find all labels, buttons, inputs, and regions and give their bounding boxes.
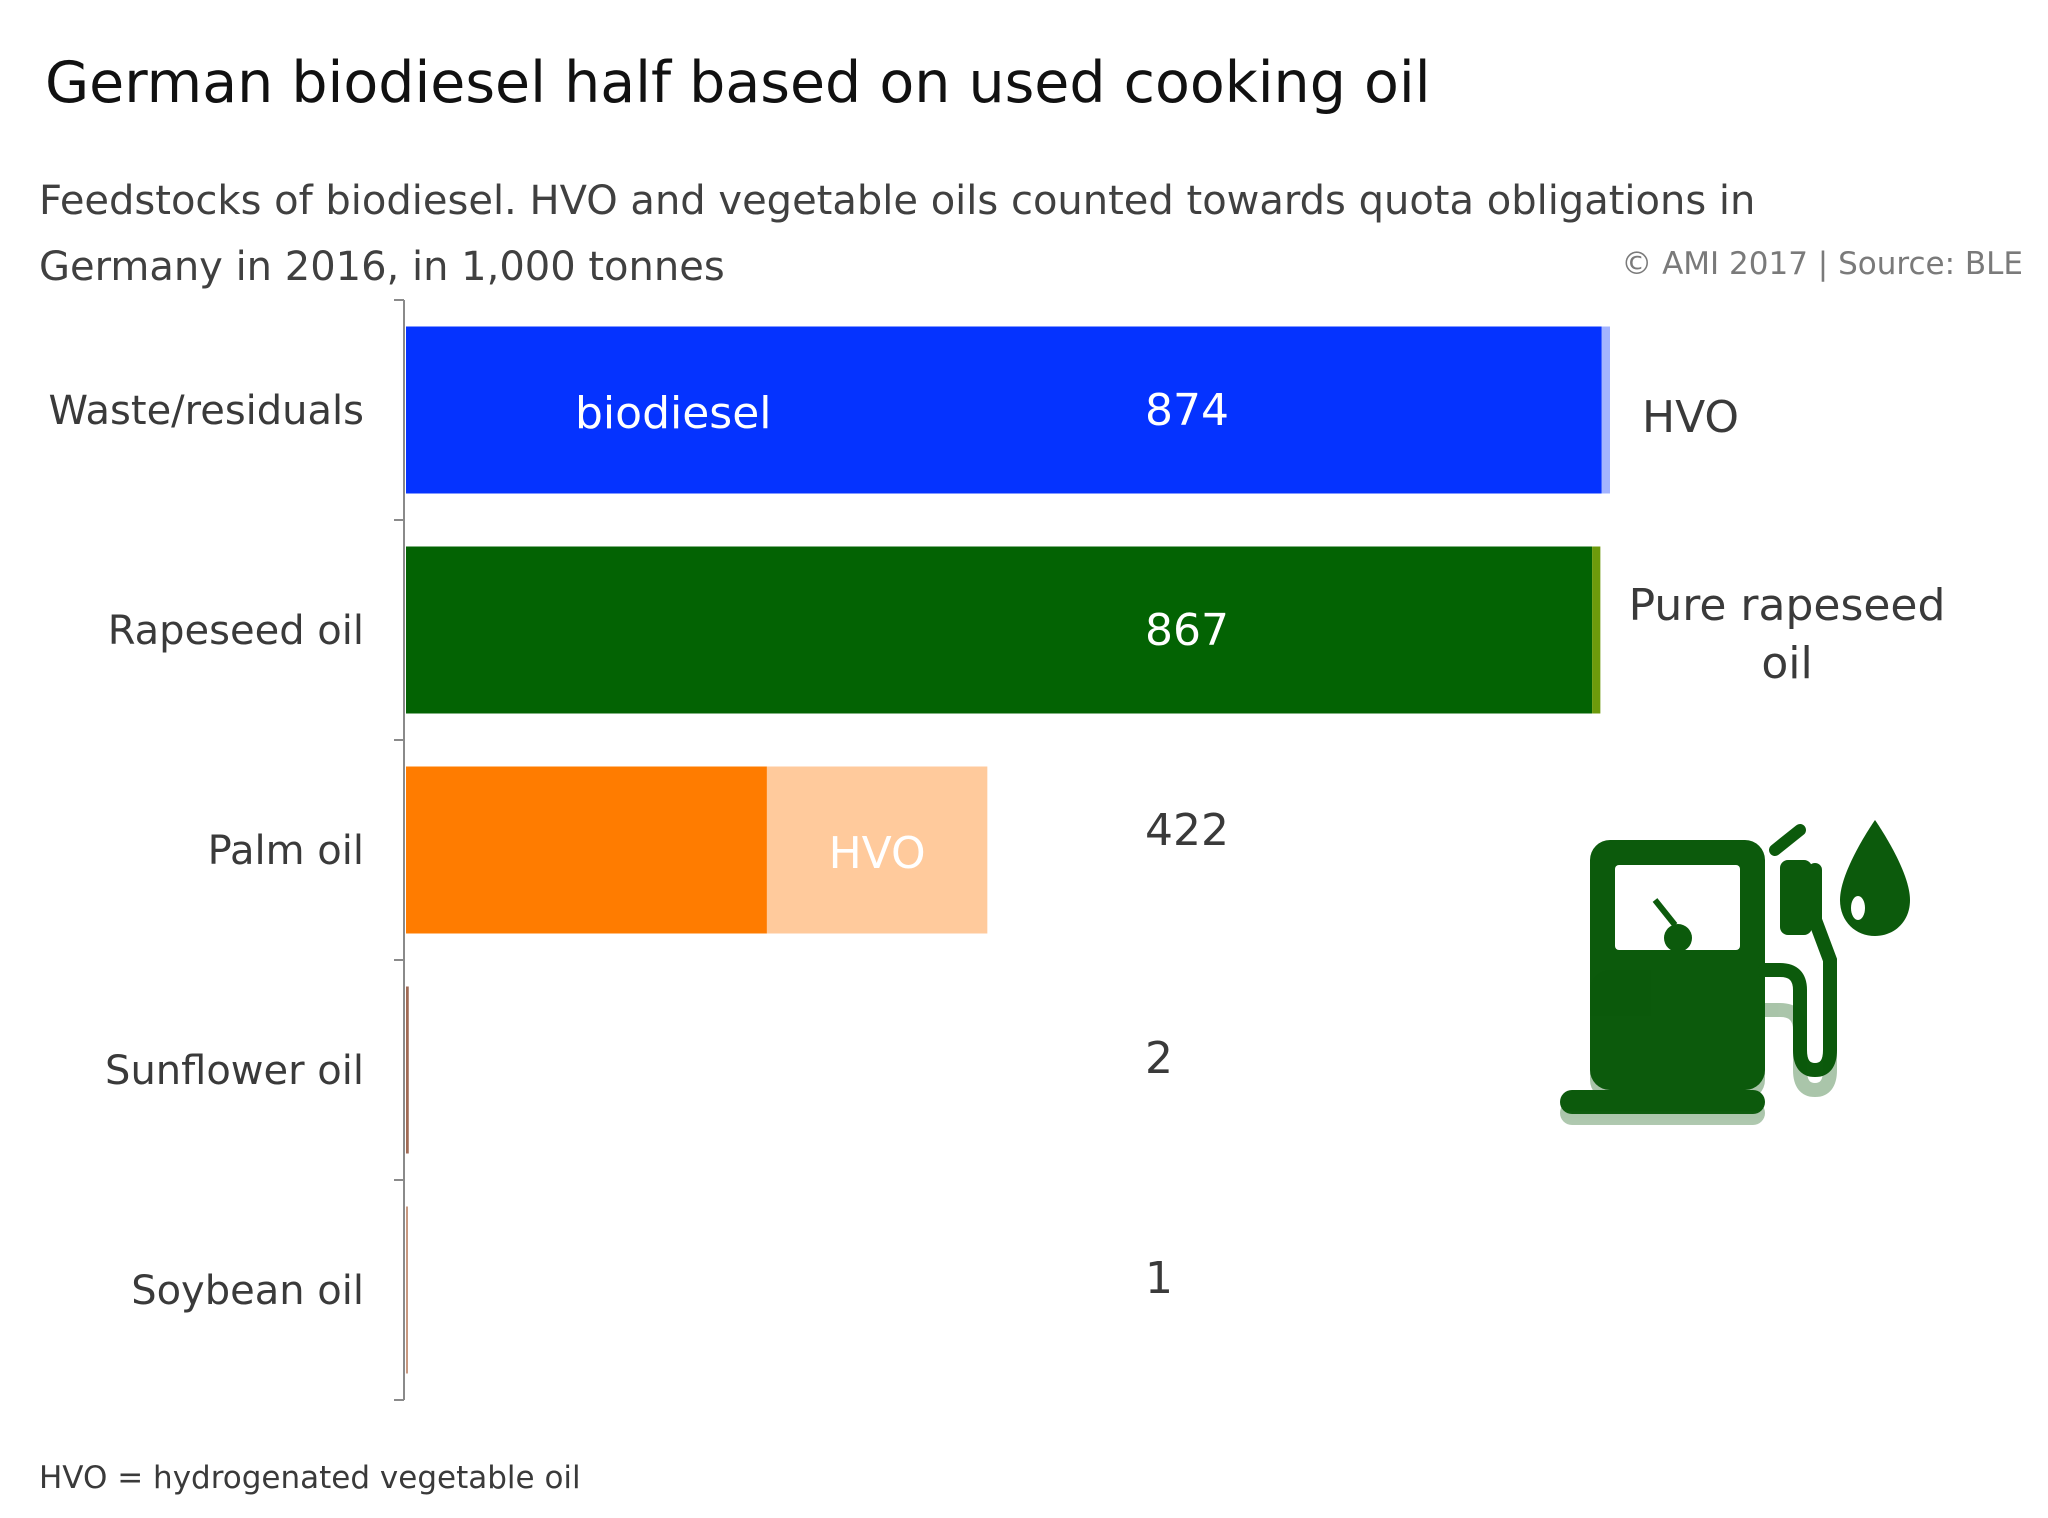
total-label: 422 xyxy=(1145,805,1229,856)
total-label: 1 xyxy=(1145,1253,1173,1304)
segment-label-hvo: HVO xyxy=(1642,392,1739,443)
axis-ticks xyxy=(394,299,404,1401)
bar-segment xyxy=(406,986,409,1154)
segment-label-palm-hvo: HVO xyxy=(829,828,926,879)
source-note: © AMI 2017 | Source: BLE xyxy=(1621,246,2023,282)
chart-subtitle: Feedstocks of biodiesel. HVO and vegetab… xyxy=(39,178,1756,290)
category-label: Rapeseed oil xyxy=(108,608,364,654)
total-label: 867 xyxy=(1145,605,1229,656)
segment-label-biodiesel: biodiesel xyxy=(575,388,772,439)
category-label: Soybean oil xyxy=(131,1268,364,1314)
bar-segment xyxy=(766,766,988,934)
category-label: Waste/residuals xyxy=(49,388,364,434)
oil-drop-icon xyxy=(1840,820,1910,936)
total-label: 874 xyxy=(1145,385,1229,436)
category-label: Palm oil xyxy=(208,828,364,874)
chart-title: German biodiesel half based on used cook… xyxy=(45,50,1431,116)
category-label: Sunflower oil xyxy=(105,1048,364,1094)
labels: Waste/residuals 874 Rapeseed oil 867 Palm oi… xyxy=(49,385,1946,1314)
bar-segment xyxy=(406,766,767,934)
segment-label-pure-rapeseed-oil: Pure rapeseed oil xyxy=(1629,580,1946,689)
bars xyxy=(406,326,1610,1374)
bar-segment xyxy=(406,1206,408,1374)
fuel-pump-icon xyxy=(1560,820,1940,1290)
bar-segment xyxy=(406,546,1593,714)
bar-segment xyxy=(1592,546,1601,714)
pump-reflection xyxy=(1560,970,1837,1125)
bar-segment xyxy=(406,326,1602,494)
bar-segment xyxy=(1601,326,1610,494)
total-label: 2 xyxy=(1145,1033,1173,1084)
footnote: HVO = hydrogenated vegetable oil xyxy=(39,1460,581,1496)
